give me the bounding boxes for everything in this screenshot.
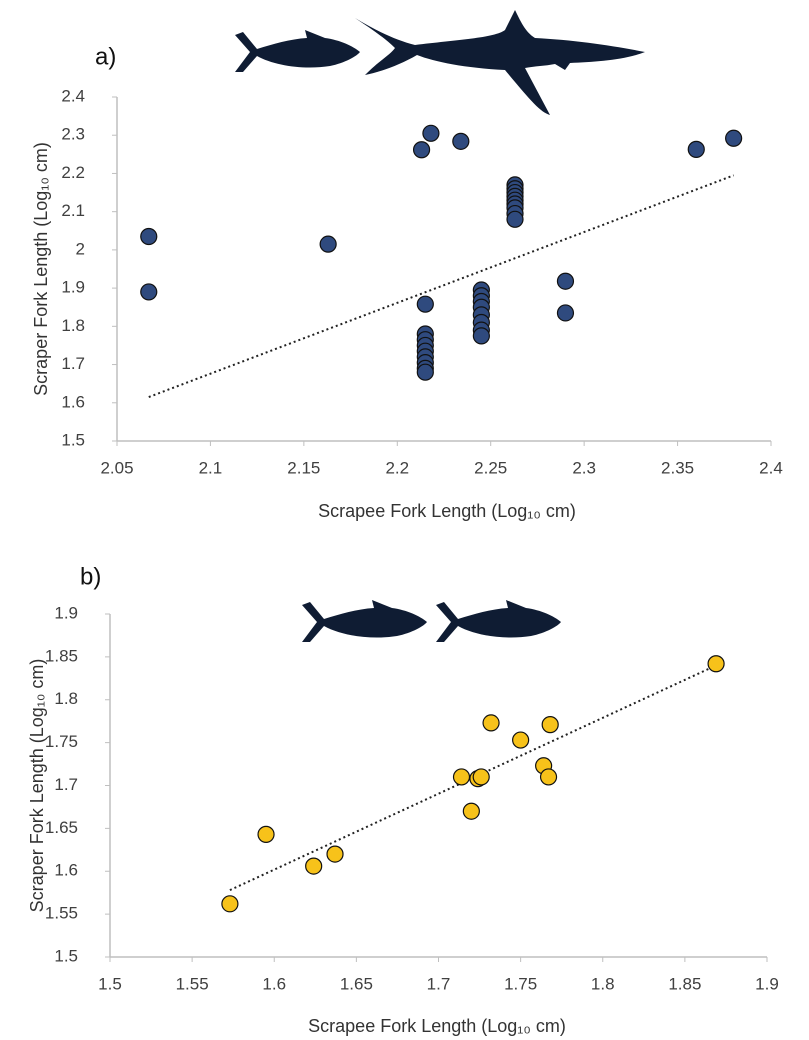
y-tick-label: 2.2 (61, 163, 85, 182)
y-tick-label: 1.7 (54, 775, 78, 794)
point (417, 364, 433, 380)
x-tick-label: 2.1 (199, 458, 223, 477)
y-tick-label: 2.3 (61, 125, 85, 144)
y-tick-label: 1.65 (45, 818, 78, 837)
y-tick-label: 1.6 (61, 392, 85, 411)
shark-icon (355, 10, 645, 115)
point (327, 846, 343, 862)
point (258, 826, 274, 842)
point (141, 284, 157, 300)
point (541, 769, 557, 785)
x-tick-label: 1.75 (504, 974, 537, 993)
x-tick-label: 2.3 (572, 458, 596, 477)
panel-label: b) (80, 563, 101, 590)
point (320, 236, 336, 252)
x-tick-label: 1.55 (176, 974, 209, 993)
y-tick-label: 1.9 (54, 603, 78, 622)
x-axis-title: Scrapee Fork Length (Log₁₀ cm) (318, 501, 576, 521)
x-tick-label: 2.15 (287, 458, 320, 477)
point (708, 656, 724, 672)
trendline (149, 175, 734, 397)
x-tick-label: 1.5 (98, 974, 122, 993)
y-tick-label: 1.8 (54, 689, 78, 708)
x-tick-label: 2.2 (385, 458, 409, 477)
x-tick-label: 2.35 (661, 458, 694, 477)
x-tick-label: 1.65 (340, 974, 373, 993)
y-tick-label: 1.7 (61, 354, 85, 373)
y-tick-label: 1.9 (61, 278, 85, 297)
point (141, 229, 157, 245)
panel-label: a) (95, 43, 116, 70)
point (542, 717, 558, 733)
x-tick-label: 1.85 (668, 974, 701, 993)
y-axis-title: Scraper Fork Length (Log₁₀ cm) (27, 659, 47, 913)
point (453, 769, 469, 785)
point (513, 732, 529, 748)
point (414, 142, 430, 158)
point (306, 858, 322, 874)
x-tick-label: 2.25 (474, 458, 507, 477)
x-tick-label: 1.8 (591, 974, 615, 993)
point (473, 769, 489, 785)
point (463, 803, 479, 819)
point (688, 141, 704, 157)
y-tick-label: 2.1 (61, 201, 85, 220)
y-tick-label: 1.5 (54, 946, 78, 965)
point (557, 305, 573, 321)
point (557, 273, 573, 289)
y-axis-title: Scraper Fork Length (Log₁₀ cm) (31, 142, 51, 396)
x-tick-label: 1.9 (755, 974, 779, 993)
figure: a) 2.05 2.1 2.15 2.2 2.25 2.3 2.35 2.4 1.5 1.6 1.7 1… (0, 0, 809, 1040)
point (417, 296, 433, 312)
y-tick-label: 2.4 (61, 86, 85, 105)
x-tick-label: 1.7 (427, 974, 451, 993)
point (423, 125, 439, 141)
x-tick-label: 1.6 (262, 974, 286, 993)
tuna-icon (436, 600, 561, 642)
point (453, 133, 469, 149)
point (473, 328, 489, 344)
y-tick-label: 1.55 (45, 904, 78, 923)
y-tick-label: 1.6 (54, 861, 78, 880)
y-tick-label: 1.5 (61, 430, 85, 449)
y-tick-label: 1.75 (45, 732, 78, 751)
tuna-icon (235, 30, 360, 72)
tuna-icon (302, 600, 427, 642)
point (726, 130, 742, 146)
y-tick-label: 2 (76, 239, 85, 258)
y-tick-label: 1.85 (45, 646, 78, 665)
point (483, 715, 499, 731)
x-tick-label: 2.4 (759, 458, 783, 477)
point (222, 896, 238, 912)
point (507, 211, 523, 227)
x-axis-title: Scrapee Fork Length (Log₁₀ cm) (308, 1016, 566, 1036)
y-tick-label: 1.8 (61, 316, 85, 335)
x-tick-label: 2.05 (100, 458, 133, 477)
